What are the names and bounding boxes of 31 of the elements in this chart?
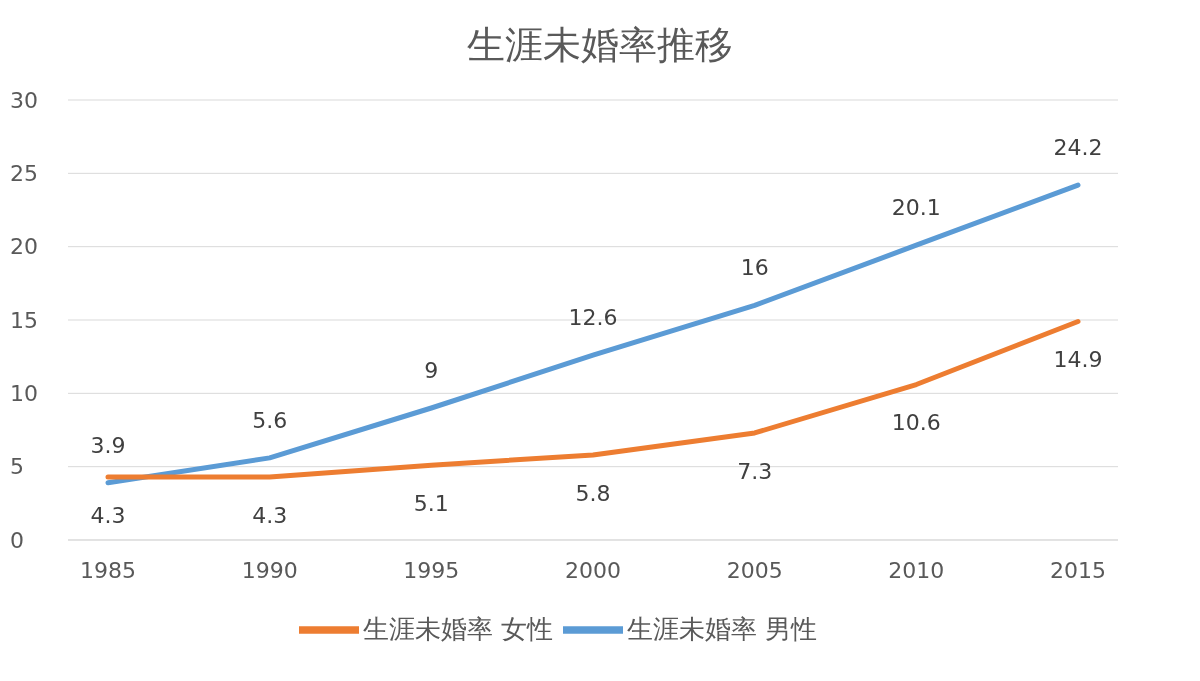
data-label: 5.6 xyxy=(252,407,288,433)
y-tick-label: 0 xyxy=(10,527,24,553)
x-tick-label: 2005 xyxy=(726,557,783,583)
y-tick-label: 15 xyxy=(10,307,38,333)
legend-label: 生涯未婚率 女性 xyxy=(362,613,553,644)
legend-label: 生涯未婚率 男性 xyxy=(627,613,818,644)
y-tick-label: 10 xyxy=(10,381,38,407)
y-tick-label: 25 xyxy=(10,161,38,187)
y-tick-label: 20 xyxy=(10,234,38,260)
data-label: 24.2 xyxy=(1053,135,1103,161)
x-tick-label: 2000 xyxy=(565,557,621,583)
data-label: 16 xyxy=(740,255,769,281)
data-label: 3.9 xyxy=(90,432,126,458)
data-label: 5.8 xyxy=(575,480,611,506)
x-tick-label: 1995 xyxy=(403,557,460,583)
data-label: 4.3 xyxy=(90,502,126,528)
x-tick-label: 2010 xyxy=(888,557,945,583)
y-tick-label: 30 xyxy=(10,87,38,113)
x-tick-label: 1985 xyxy=(80,557,136,583)
chart-title: 生涯未婚率推移 xyxy=(466,22,734,69)
x-tick-label: 2015 xyxy=(1050,557,1106,583)
data-label: 7.3 xyxy=(737,458,773,484)
data-label: 20.1 xyxy=(891,195,941,221)
data-label: 4.3 xyxy=(252,502,288,528)
data-label: 10.6 xyxy=(891,410,941,436)
data-label: 9 xyxy=(424,358,439,383)
data-label: 12.6 xyxy=(568,305,618,331)
data-label: 14.9 xyxy=(1053,347,1103,373)
data-label: 5.1 xyxy=(413,490,449,516)
x-tick-label: 1990 xyxy=(241,557,298,583)
y-tick-label: 5 xyxy=(10,454,24,480)
